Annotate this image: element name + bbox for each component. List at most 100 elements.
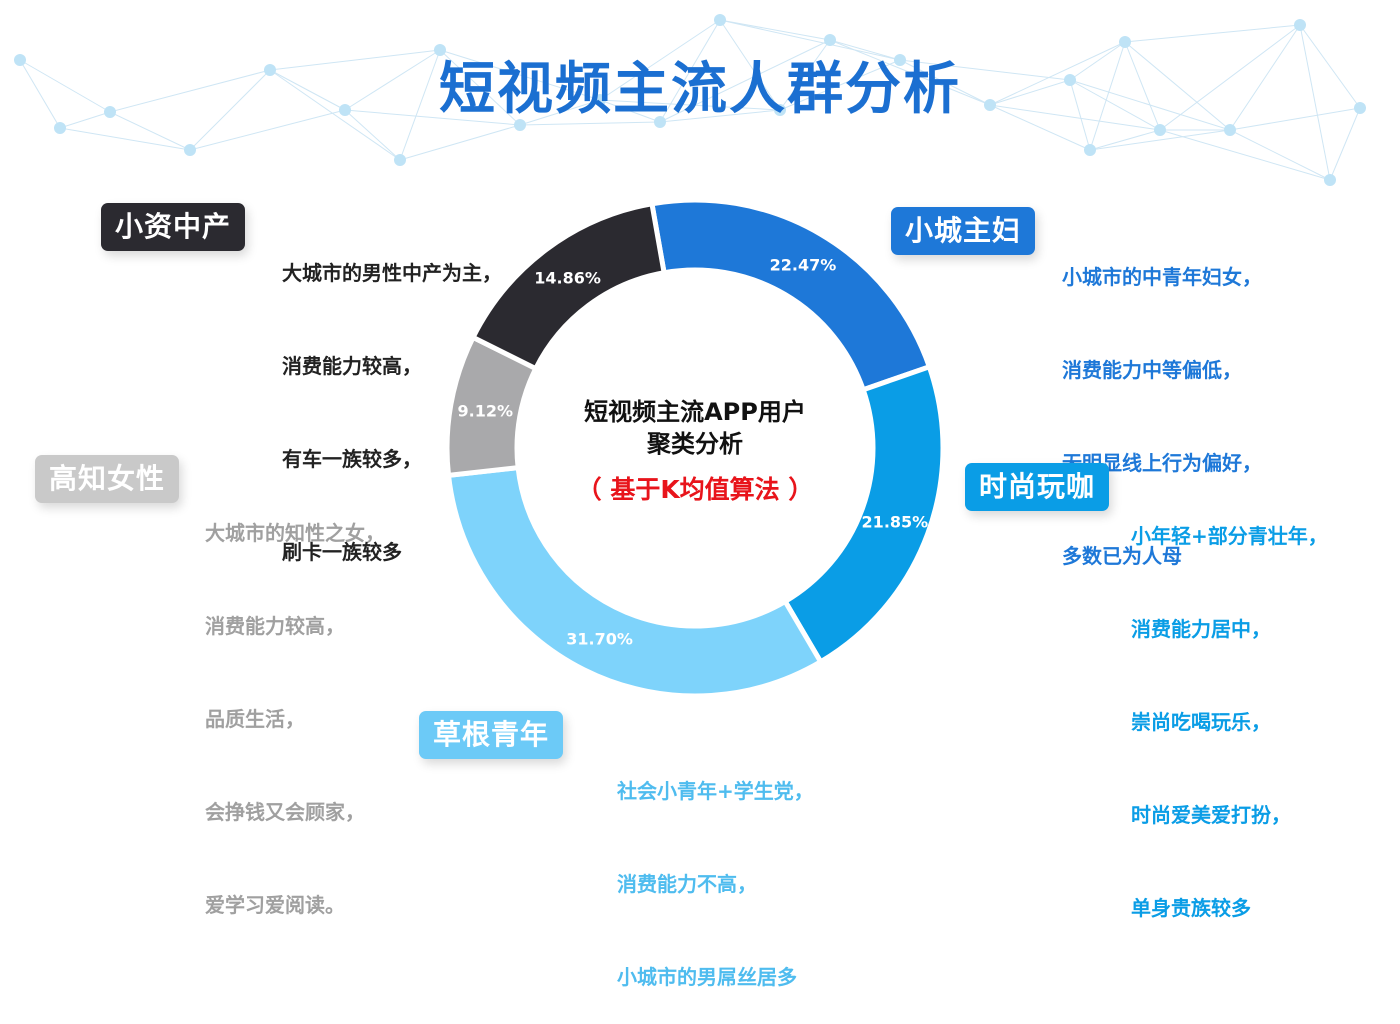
network-line bbox=[59, 127, 191, 151]
network-node bbox=[824, 34, 836, 46]
network-line bbox=[1069, 79, 1161, 131]
network-line bbox=[899, 59, 1071, 81]
network-node bbox=[1354, 102, 1366, 114]
network-node bbox=[104, 106, 116, 118]
desc-line: 会挣钱又会顾家， bbox=[205, 800, 365, 824]
desc-line: 消费能力较高， bbox=[205, 614, 345, 638]
network-line bbox=[344, 109, 521, 126]
network-line bbox=[109, 111, 191, 151]
network-node bbox=[1224, 124, 1236, 136]
desc-line: 大城市的知性之女， bbox=[205, 521, 385, 545]
network-line bbox=[269, 69, 346, 111]
tag-petty-bourgeois: 小资中产 bbox=[101, 203, 246, 251]
network-line bbox=[269, 69, 401, 161]
network-line bbox=[599, 99, 781, 111]
donut-segment bbox=[445, 464, 825, 699]
network-line bbox=[1089, 129, 1161, 151]
network-line bbox=[1089, 41, 1126, 151]
network-line bbox=[19, 59, 61, 129]
desc-line: 时尚爱美爱打扮， bbox=[1131, 803, 1291, 827]
network-line bbox=[1329, 107, 1361, 181]
network-line bbox=[269, 49, 441, 71]
network-node bbox=[264, 64, 276, 76]
desc-line: 社会小青年+学生党， bbox=[617, 779, 814, 803]
network-line bbox=[1299, 24, 1361, 109]
desc-line: 崇尚吃喝玩乐， bbox=[1131, 710, 1271, 734]
network-node bbox=[984, 99, 996, 111]
network-node bbox=[654, 116, 666, 128]
segment-label: 14.86% bbox=[534, 268, 601, 287]
network-node bbox=[1324, 174, 1336, 186]
network-line bbox=[1299, 24, 1331, 181]
network-line bbox=[829, 39, 901, 61]
network-node bbox=[1294, 19, 1306, 31]
network-node bbox=[14, 54, 26, 66]
network-background bbox=[14, 14, 1366, 186]
network-line bbox=[659, 19, 721, 123]
center-line-2: 聚类分析 bbox=[647, 430, 743, 458]
desc-educated-women: 大城市的知性之女， 消费能力较高， 品质生活， 会挣钱又会顾家， 爱学习爱阅读。 bbox=[205, 456, 385, 952]
desc-line: 刷卡一族较多 bbox=[282, 540, 402, 564]
desc-line: 消费能力不高， bbox=[617, 872, 757, 896]
desc-line: 消费能力居中， bbox=[1131, 617, 1271, 641]
segment-label: 31.70% bbox=[566, 629, 633, 648]
network-line bbox=[719, 19, 781, 111]
network-line bbox=[989, 104, 1161, 131]
network-line bbox=[189, 69, 271, 151]
desc-grassroots-youth: 社会小青年+学生党， 消费能力不高， 小城市的男屌丝居多 bbox=[617, 714, 814, 1024]
network-line bbox=[344, 49, 441, 111]
network-line bbox=[659, 109, 781, 123]
network-line bbox=[519, 99, 601, 126]
network-line bbox=[719, 19, 901, 61]
network-line bbox=[109, 69, 271, 113]
network-node bbox=[594, 94, 606, 106]
network-line bbox=[989, 79, 1071, 106]
tag-fashion-player: 时尚玩咖 bbox=[965, 463, 1110, 511]
chart-center-subtitle: （ 基于K均值算法 ） bbox=[576, 475, 814, 504]
chart-center-title: 短视频主流APP用户 聚类分析 bbox=[545, 396, 845, 460]
network-line bbox=[1229, 129, 1331, 181]
network-line bbox=[1229, 24, 1301, 131]
network-line bbox=[399, 49, 441, 161]
network-node bbox=[774, 104, 786, 116]
tag-educated-women: 高知女性 bbox=[35, 455, 180, 503]
page-title: 短视频主流人群分析 bbox=[439, 57, 961, 122]
network-line bbox=[1124, 41, 1161, 131]
network-node bbox=[339, 104, 351, 116]
network-line bbox=[989, 41, 1126, 106]
desc-line: 爱学习爱阅读。 bbox=[205, 893, 345, 917]
network-line bbox=[1124, 24, 1301, 43]
network-line bbox=[779, 59, 901, 111]
donut-chart: 22.47% 21.85% 31.70% 9.12% 14.86% bbox=[445, 200, 943, 699]
desc-petty-bourgeois: 大城市的男性中产为主， 消费能力较高， 有车一族较多， 刷卡一族较多 bbox=[282, 196, 502, 599]
network-line bbox=[399, 124, 521, 161]
network-line bbox=[1069, 79, 1091, 151]
network-node bbox=[184, 144, 196, 156]
network-line bbox=[19, 59, 111, 113]
network-node bbox=[1119, 36, 1131, 48]
network-line bbox=[519, 121, 661, 126]
center-line-1: 短视频主流APP用户 bbox=[584, 398, 806, 426]
desc-line: 小城市的男屌丝居多 bbox=[617, 965, 797, 989]
tag-small-city-housewife: 小城主妇 bbox=[891, 207, 1036, 255]
desc-fashion-player: 小年轻+部分青壮年， 消费能力居中， 崇尚吃喝玩乐， 时尚爱美爱打扮， 单身贵族… bbox=[1131, 459, 1328, 955]
desc-line: 小城市的中青年妇女， bbox=[1062, 265, 1262, 289]
network-node bbox=[714, 14, 726, 26]
network-line bbox=[599, 99, 661, 123]
network-line bbox=[989, 104, 1091, 151]
desc-line: 品质生活， bbox=[205, 707, 305, 731]
network-node bbox=[1064, 74, 1076, 86]
segment-label: 9.12% bbox=[458, 402, 514, 421]
segment-label: 21.85% bbox=[862, 513, 929, 532]
network-line bbox=[344, 109, 401, 161]
desc-line: 有车一族较多， bbox=[282, 447, 422, 471]
network-line bbox=[779, 39, 831, 111]
network-line bbox=[1229, 107, 1361, 131]
network-line bbox=[439, 49, 521, 126]
network-line bbox=[829, 39, 991, 106]
network-line bbox=[899, 59, 991, 106]
network-node bbox=[1154, 124, 1166, 136]
network-node bbox=[1084, 144, 1096, 156]
network-line bbox=[189, 109, 346, 151]
network-node bbox=[894, 54, 906, 66]
